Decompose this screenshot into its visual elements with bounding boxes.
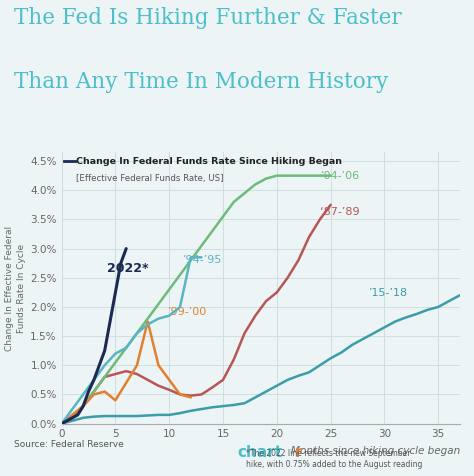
Text: Than Any Time In Modern History: Than Any Time In Modern History xyxy=(14,71,389,93)
Text: ’04-’06: ’04-’06 xyxy=(320,171,359,181)
Text: ’99-’00: ’99-’00 xyxy=(167,307,206,317)
Text: The Fed Is Hiking Further & Faster: The Fed Is Hiking Further & Faster xyxy=(14,7,402,29)
Text: r: r xyxy=(295,445,302,460)
Text: ’94-’95: ’94-’95 xyxy=(182,255,221,265)
Text: Change In Federal Funds Rate Since Hiking Began: Change In Federal Funds Rate Since Hikin… xyxy=(76,157,342,166)
Text: ’15-’18: ’15-’18 xyxy=(368,288,408,298)
Text: [Effective Federal Funds Rate, US]: [Effective Federal Funds Rate, US] xyxy=(76,174,224,183)
Text: *The 2022 line reflects the new September
hike, with 0.75% added to the August r: *The 2022 line reflects the new Septembe… xyxy=(246,449,423,469)
Text: chart: chart xyxy=(237,445,282,460)
Text: Source: Federal Reserve: Source: Federal Reserve xyxy=(14,440,124,449)
Y-axis label: Change In Effective Federal
Funds Rate In Cycle: Change In Effective Federal Funds Rate I… xyxy=(5,226,26,350)
Text: ‘87-’89: ‘87-’89 xyxy=(320,207,359,217)
Text: 2022*: 2022* xyxy=(107,262,148,275)
Text: Months since hiking cycle began: Months since hiking cycle began xyxy=(291,446,460,456)
